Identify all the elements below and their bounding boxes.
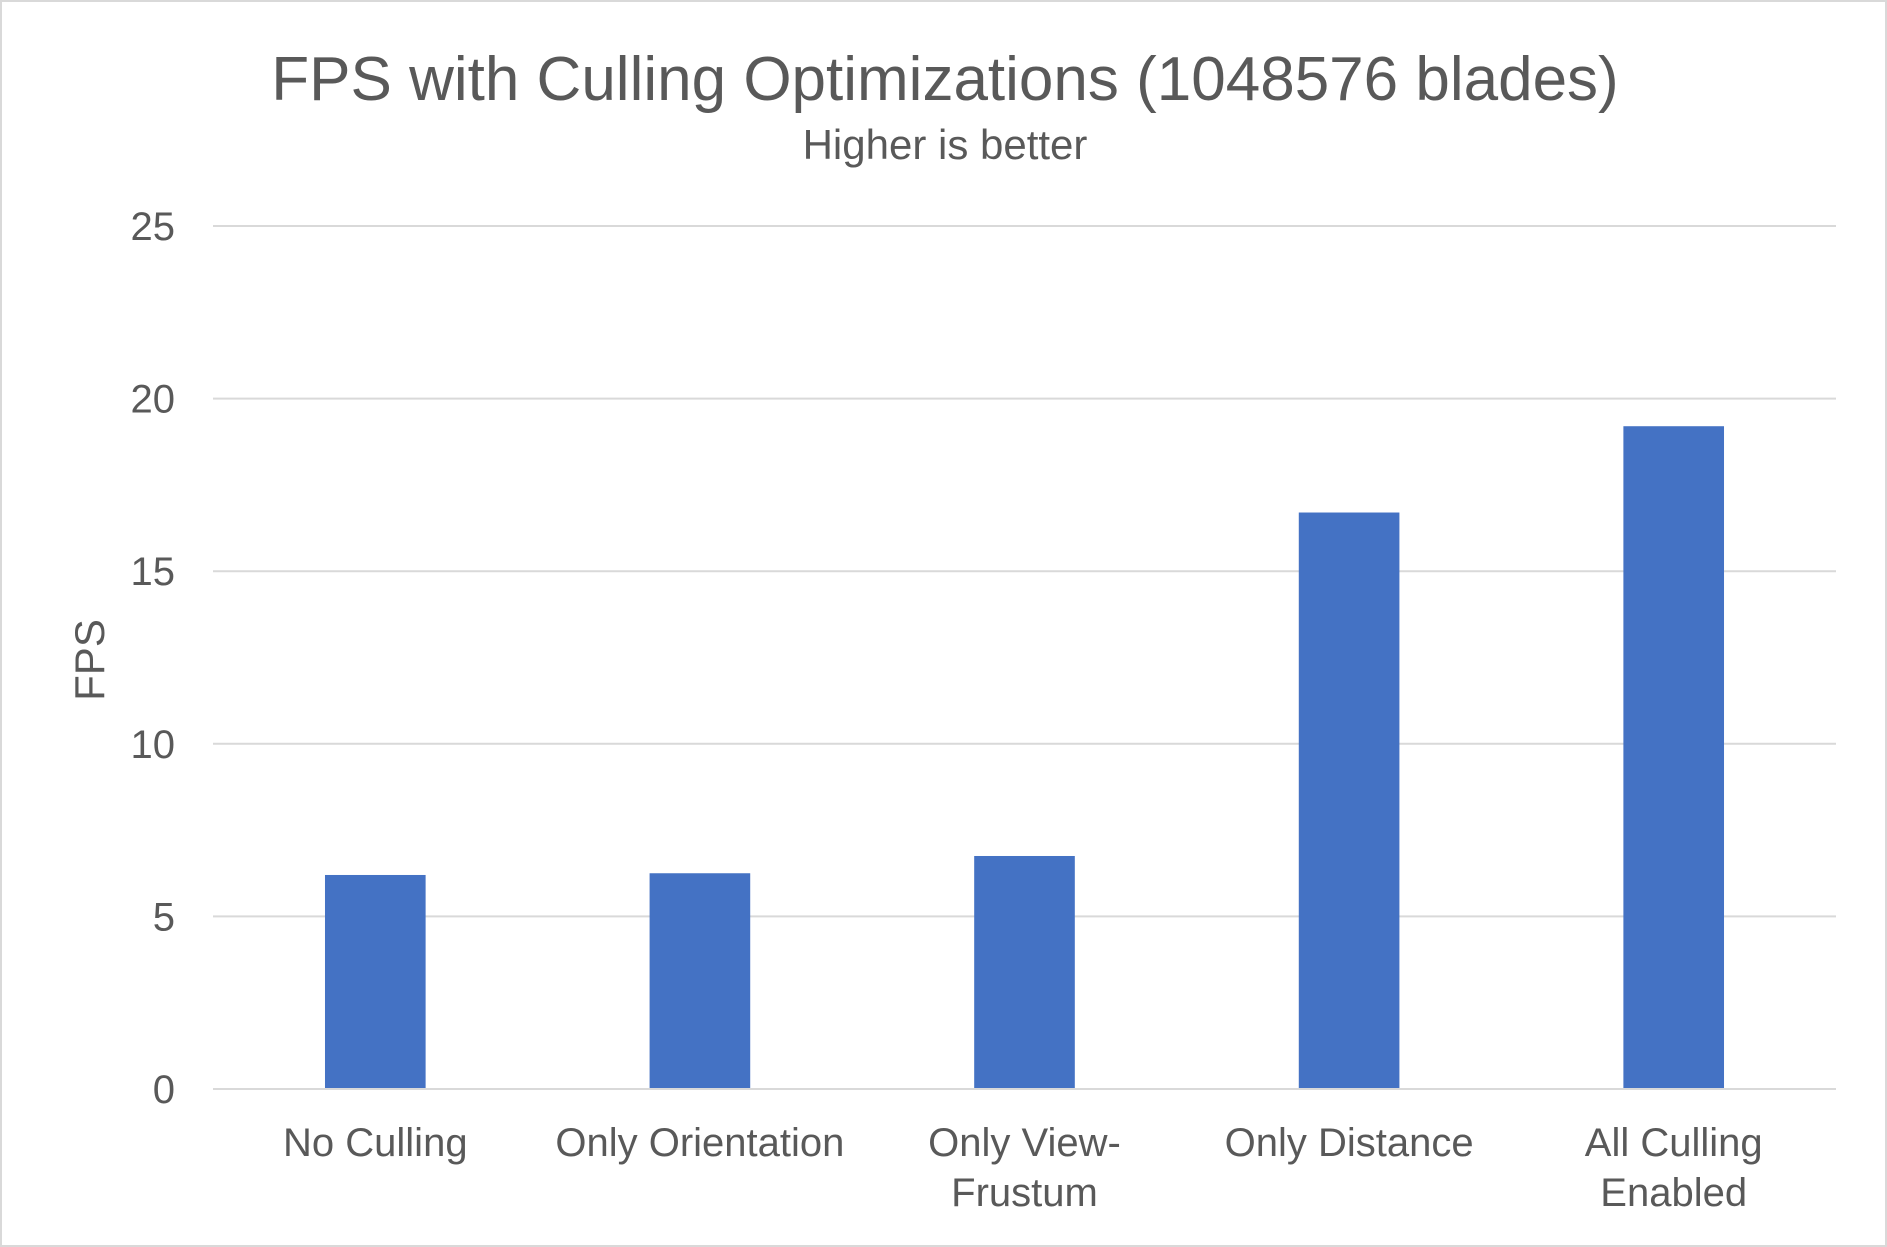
y-axis-ticks: 0 5 10 15 20 25 [131, 205, 176, 1112]
x-category-label: Only Distance [1225, 1121, 1474, 1165]
bar [649, 873, 751, 1089]
y-tick-label: 10 [131, 723, 176, 767]
x-category-label: Only Orientation [555, 1121, 844, 1165]
x-category-label: Enabled [1600, 1171, 1747, 1215]
x-category-label: No Culling [283, 1121, 468, 1165]
x-category-label: Frustum [951, 1171, 1098, 1215]
y-tick-label: 20 [131, 378, 176, 422]
x-axis-categories: No Culling Only Orientation Only View- Frus… [283, 1121, 1763, 1215]
y-axis-title: FPS [66, 619, 113, 701]
chart-subtitle: Higher is better [803, 121, 1088, 168]
y-tick-label: 5 [153, 895, 175, 939]
bar [974, 855, 1075, 1089]
bar [1623, 426, 1725, 1089]
y-tick-label: 15 [131, 550, 176, 594]
bar [324, 874, 426, 1089]
x-category-label: All Culling [1585, 1121, 1763, 1165]
chart-title: FPS with Culling Optimizations (1048576 … [271, 45, 1618, 114]
y-tick-label: 25 [131, 205, 176, 249]
gridlines [213, 225, 1836, 918]
x-category-label: Only View- [928, 1121, 1121, 1165]
bar [1298, 512, 1400, 1089]
y-tick-label: 0 [153, 1068, 175, 1112]
bars [324, 426, 1725, 1089]
